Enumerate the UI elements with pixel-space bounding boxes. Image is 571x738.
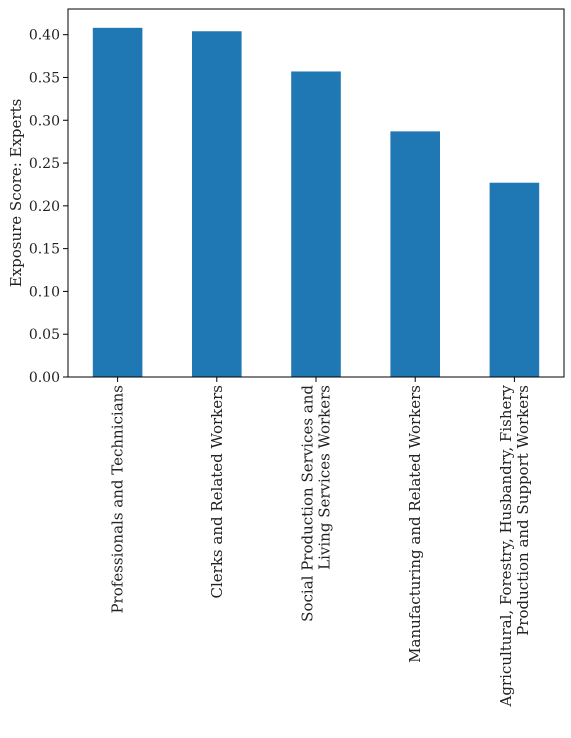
y-tick-label: 0.40 <box>29 28 60 44</box>
bar <box>489 182 540 377</box>
x-tick-label-line: Agricultural, Forestry, Husbandry, Fishe… <box>497 384 515 707</box>
bar <box>92 27 143 377</box>
y-tick-label: 0.15 <box>29 242 60 258</box>
bar <box>192 31 242 378</box>
x-tick-label: Professionals and Technicians <box>109 385 127 614</box>
y-tick-label: 0.00 <box>29 370 60 386</box>
y-tick-label: 0.30 <box>29 113 60 129</box>
plot-frame <box>67 8 565 378</box>
x-tick-label: Agricultural, Forestry, Husbandry, Fishe… <box>497 384 532 707</box>
x-tick-label-line: Manufacturing and Related Workers <box>406 385 424 663</box>
x-tick-label: Clerks and Related Workers <box>208 385 226 598</box>
y-tick-label: 0.05 <box>29 327 60 343</box>
x-tick-label-line: Production and Support Workers <box>514 385 532 636</box>
y-tick-label: 0.35 <box>29 70 60 86</box>
bar <box>390 131 440 377</box>
y-axis-title: Exposure Score: Experts <box>7 99 25 288</box>
x-tick-label-line: Clerks and Related Workers <box>208 385 226 598</box>
y-axis: 0.00 0.05 0.10 0.15 0.20 0.25 0.30 0.35 0.40 <box>29 28 68 386</box>
y-tick-label: 0.10 <box>29 284 60 300</box>
x-axis: Professionals and Technicians Clerks and … <box>109 377 532 708</box>
x-tick-label: Social Production Services andLiving Ser… <box>299 385 334 622</box>
bars-group <box>92 27 540 378</box>
x-tick-label: Manufacturing and Related Workers <box>406 385 424 663</box>
x-tick-label-line: Professionals and Technicians <box>109 385 127 614</box>
x-tick-label-line: Living Services Workers <box>316 385 334 570</box>
bar <box>291 71 341 377</box>
y-tick-label: 0.25 <box>29 156 60 172</box>
x-tick-label-line: Social Production Services and <box>299 385 317 622</box>
y-tick-label: 0.20 <box>29 199 60 215</box>
